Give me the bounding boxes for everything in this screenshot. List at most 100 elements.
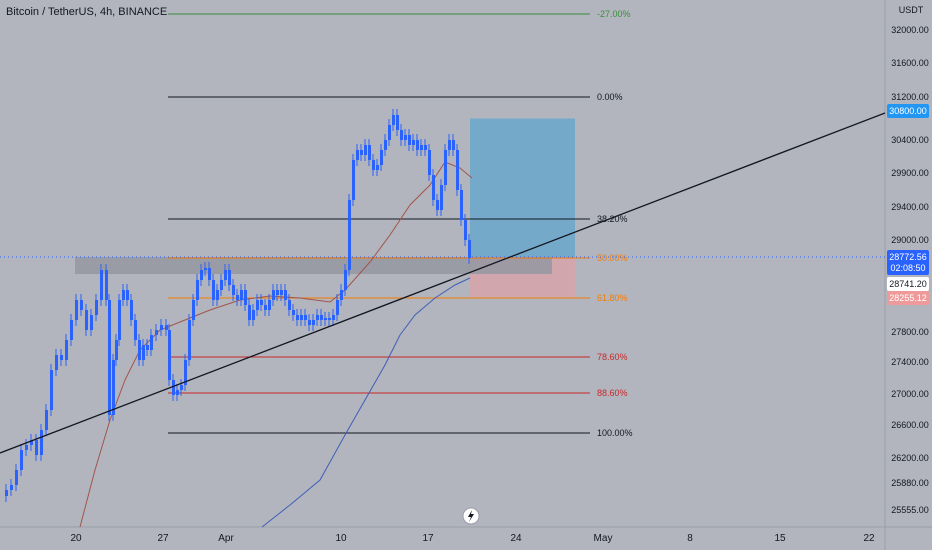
candle-body[interactable]: [184, 360, 187, 385]
candle-body[interactable]: [224, 270, 227, 280]
candle-body[interactable]: [122, 290, 125, 300]
candle-body[interactable]: [228, 270, 231, 285]
candle-body[interactable]: [220, 280, 223, 290]
candle-body[interactable]: [256, 300, 259, 310]
candle-body[interactable]: [460, 190, 463, 220]
candle-body[interactable]: [172, 380, 175, 395]
candle-body[interactable]: [364, 145, 367, 155]
candle-body[interactable]: [428, 150, 431, 175]
candle-body[interactable]: [142, 345, 145, 360]
candle-body[interactable]: [404, 135, 407, 140]
candle-body[interactable]: [188, 320, 191, 360]
candle-body[interactable]: [464, 220, 467, 240]
candle-body[interactable]: [300, 315, 303, 320]
candle-body[interactable]: [150, 335, 153, 350]
candle-body[interactable]: [436, 200, 439, 210]
candle-body[interactable]: [5, 490, 8, 496]
candle-body[interactable]: [165, 325, 168, 330]
candle-body[interactable]: [240, 290, 243, 300]
candle-body[interactable]: [55, 355, 58, 370]
candle-body[interactable]: [288, 300, 291, 310]
long-position-profit-zone[interactable]: [470, 118, 575, 258]
candle-body[interactable]: [400, 130, 403, 140]
candle-body[interactable]: [344, 270, 347, 290]
candle-body[interactable]: [130, 300, 133, 320]
candle-body[interactable]: [65, 340, 68, 360]
candle-body[interactable]: [248, 305, 251, 320]
candle-body[interactable]: [146, 345, 149, 350]
candle-body[interactable]: [280, 290, 283, 295]
candle-body[interactable]: [396, 115, 399, 130]
candle-body[interactable]: [268, 300, 271, 310]
candle-body[interactable]: [456, 150, 459, 190]
candle-body[interactable]: [60, 355, 63, 360]
candle-body[interactable]: [328, 318, 331, 320]
candle-body[interactable]: [126, 290, 129, 300]
candle-body[interactable]: [155, 330, 158, 335]
candle-body[interactable]: [368, 145, 371, 160]
candle-body[interactable]: [352, 160, 355, 200]
candle-body[interactable]: [108, 300, 111, 415]
candle-body[interactable]: [388, 125, 391, 140]
candle-body[interactable]: [85, 310, 88, 330]
candle-body[interactable]: [276, 290, 279, 295]
candle-body[interactable]: [90, 315, 93, 330]
candle-body[interactable]: [212, 280, 215, 300]
candle-body[interactable]: [304, 315, 307, 320]
candle-body[interactable]: [80, 300, 83, 310]
candle-body[interactable]: [332, 315, 335, 320]
candle-body[interactable]: [15, 470, 18, 485]
candle-body[interactable]: [272, 290, 275, 300]
candle-body[interactable]: [75, 300, 78, 320]
candle-body[interactable]: [452, 140, 455, 150]
candle-body[interactable]: [10, 485, 13, 490]
candle-body[interactable]: [440, 185, 443, 210]
candle-body[interactable]: [392, 115, 395, 125]
candle-body[interactable]: [168, 330, 171, 380]
candle-body[interactable]: [196, 280, 199, 300]
candle-body[interactable]: [232, 285, 235, 295]
candle-body[interactable]: [296, 315, 299, 320]
candle-body[interactable]: [416, 140, 419, 150]
candle-body[interactable]: [40, 430, 43, 455]
candle-body[interactable]: [448, 140, 451, 150]
candle-body[interactable]: [376, 165, 379, 170]
candle-body[interactable]: [468, 240, 471, 258]
candle-body[interactable]: [50, 370, 53, 410]
candle-body[interactable]: [420, 145, 423, 150]
candle-body[interactable]: [176, 390, 179, 395]
candle-body[interactable]: [356, 150, 359, 160]
candle-body[interactable]: [112, 360, 115, 415]
candle-body[interactable]: [340, 290, 343, 300]
candle-body[interactable]: [412, 140, 415, 145]
candle-body[interactable]: [208, 268, 211, 280]
candle-body[interactable]: [336, 300, 339, 315]
candle-body[interactable]: [260, 300, 263, 305]
candle-body[interactable]: [20, 450, 23, 470]
candle-body[interactable]: [95, 300, 98, 315]
candle-body[interactable]: [115, 340, 118, 360]
candle-body[interactable]: [200, 270, 203, 280]
candle-body[interactable]: [180, 385, 183, 390]
candle-body[interactable]: [70, 320, 73, 340]
candle-body[interactable]: [25, 445, 28, 450]
candle-body[interactable]: [380, 150, 383, 165]
candle-body[interactable]: [30, 440, 33, 445]
candle-body[interactable]: [45, 410, 48, 430]
candle-body[interactable]: [105, 270, 108, 300]
candle-body[interactable]: [252, 310, 255, 320]
candle-body[interactable]: [408, 135, 411, 145]
candle-body[interactable]: [316, 315, 319, 320]
candle-body[interactable]: [312, 320, 315, 325]
candle-body[interactable]: [204, 268, 207, 270]
ascending-trendline[interactable]: [0, 112, 886, 454]
candle-body[interactable]: [292, 310, 295, 315]
candle-body[interactable]: [236, 295, 239, 300]
candle-body[interactable]: [384, 140, 387, 150]
candle-body[interactable]: [138, 340, 141, 360]
candle-body[interactable]: [360, 150, 363, 155]
candle-body[interactable]: [348, 200, 351, 270]
candle-body[interactable]: [244, 290, 247, 305]
